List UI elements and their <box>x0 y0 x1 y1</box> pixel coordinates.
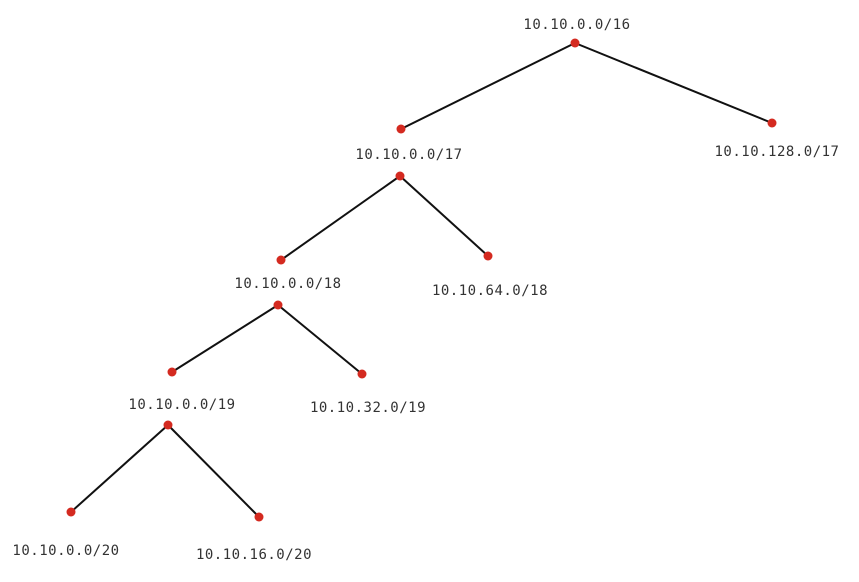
edge-n18a-n19a <box>171 304 279 373</box>
node-dot-n18a <box>276 255 286 265</box>
node-fork-dot-n19a <box>163 420 173 430</box>
node-label-n20b: 10.10.16.0/20 <box>196 547 312 563</box>
node-dot-n17a <box>396 124 406 134</box>
tree-edges <box>70 42 773 518</box>
node-label-n18a: 10.10.0.0/18 <box>234 276 341 292</box>
node-label-n17b: 10.10.128.0/17 <box>714 144 839 160</box>
edge-n17a-n18a <box>280 175 401 261</box>
edge-n17a-n18b <box>399 175 489 257</box>
node-dot-n19b <box>357 369 367 379</box>
node-dot-n20a <box>66 507 76 517</box>
node-dot-n16 <box>570 38 580 48</box>
edge-n16-n17a <box>400 42 576 130</box>
node-dot-n19a <box>167 367 177 377</box>
node-fork-dot-n17a <box>395 171 405 181</box>
node-label-n19a: 10.10.0.0/19 <box>128 397 235 413</box>
tree-nodes <box>66 38 777 522</box>
node-label-n19b: 10.10.32.0/19 <box>310 400 426 416</box>
node-dot-n20b <box>254 512 264 522</box>
tree-labels: 10.10.0.0/16 10.10.0.0/17 10.10.128.0/17 10… <box>12 17 839 563</box>
node-dot-n17b <box>767 118 777 128</box>
node-label-n16: 10.10.0.0/16 <box>523 17 630 33</box>
edge-n16-n17b <box>574 42 773 124</box>
node-label-n20a: 10.10.0.0/20 <box>12 543 119 559</box>
node-fork-dot-n18a <box>273 300 283 310</box>
node-label-n17a: 10.10.0.0/17 <box>355 147 462 163</box>
node-dot-n18b <box>483 251 493 261</box>
edge-n18a-n19b <box>277 304 363 375</box>
node-label-n18b: 10.10.64.0/18 <box>432 283 548 299</box>
edge-n19a-n20b <box>167 424 260 518</box>
edge-n19a-n20a <box>70 424 169 513</box>
